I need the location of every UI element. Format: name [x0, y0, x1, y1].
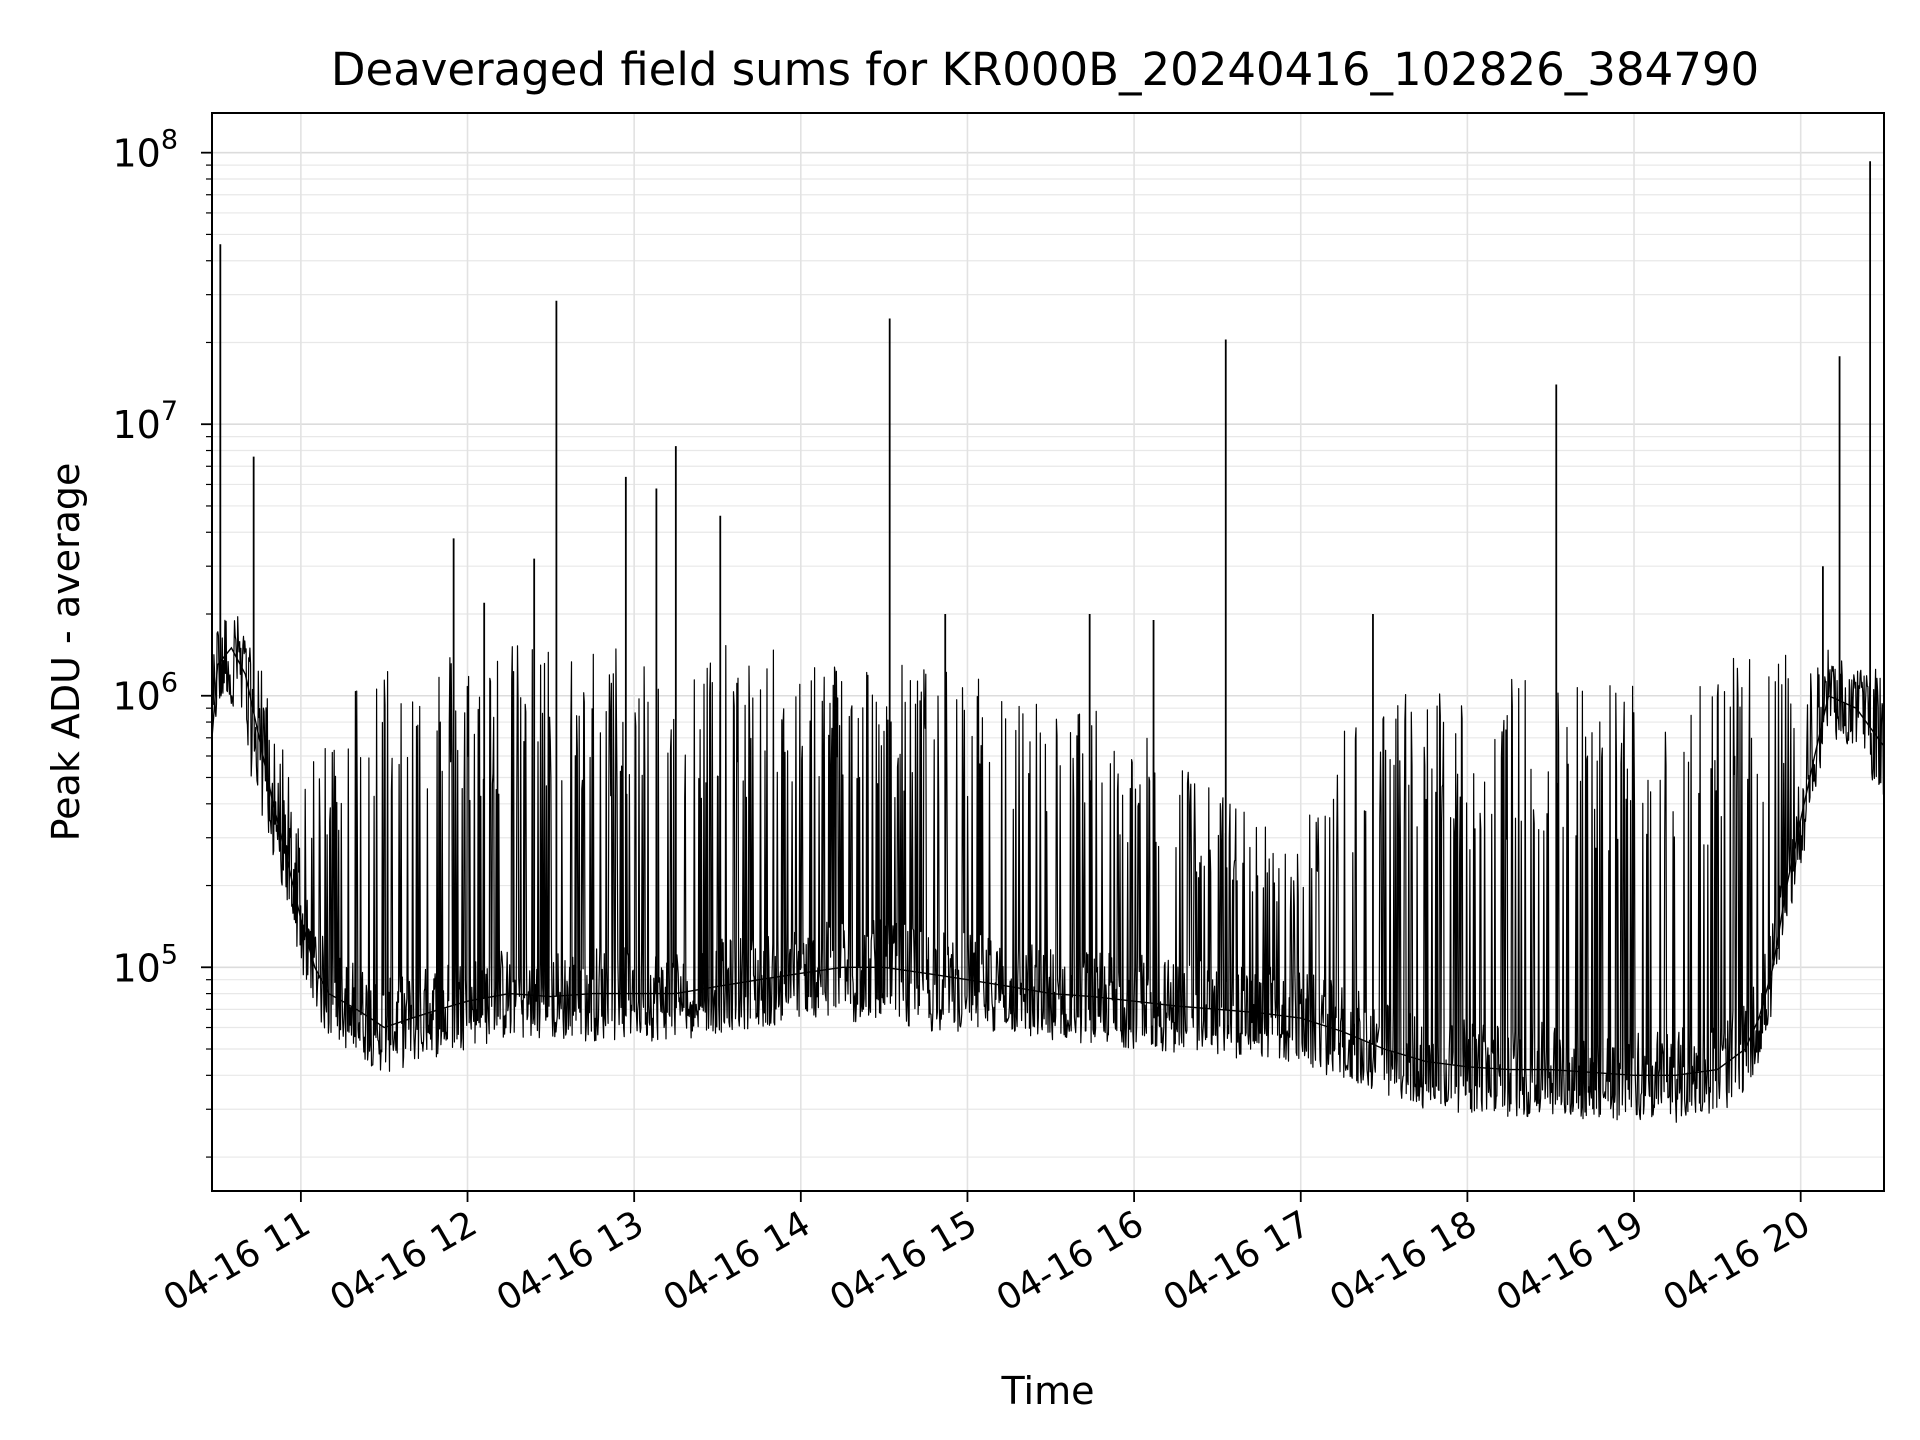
y-tick-exponent: 6	[161, 668, 178, 699]
series-baseline-line	[211, 646, 1885, 1076]
series-noise-trace	[211, 616, 1885, 1123]
plot-frame	[211, 112, 1885, 1192]
y-tick-exponent: 7	[161, 396, 178, 427]
y-tick-base: 10	[112, 675, 160, 719]
data-layer	[211, 161, 1885, 1123]
y-tick-exponent: 8	[161, 125, 178, 156]
y-tick-base: 10	[112, 132, 160, 176]
y-tick-label: 107	[112, 396, 178, 447]
y-tick-base: 10	[112, 403, 160, 447]
y-tick-label: 108	[112, 125, 178, 176]
y-tick-exponent: 5	[161, 939, 178, 970]
y-tick-base: 10	[112, 946, 160, 990]
chart-title: Deaveraged field sums for KR000B_2024041…	[331, 43, 1759, 96]
x-axis-label: Time	[1001, 1369, 1095, 1413]
y-axis-label: Peak ADU - average	[44, 463, 88, 842]
y-tick-label: 105	[112, 939, 178, 990]
y-tick-label: 106	[112, 668, 178, 719]
